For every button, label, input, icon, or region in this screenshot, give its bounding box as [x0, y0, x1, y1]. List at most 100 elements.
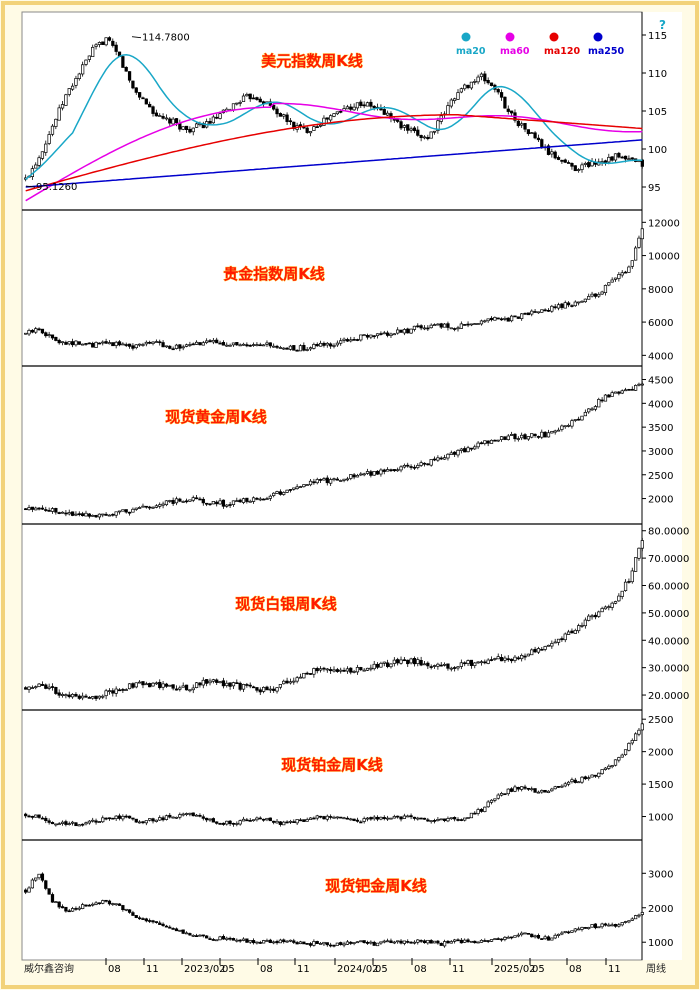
candle-body [392, 941, 396, 944]
candle-body [131, 345, 135, 349]
candle-body [245, 819, 249, 822]
candle-body [556, 157, 561, 160]
candle-body [550, 643, 554, 647]
candle-body [432, 458, 437, 461]
candle-body [493, 439, 497, 442]
candle-body [382, 661, 386, 664]
price-tick-label: 4000 [648, 351, 673, 362]
candle-body [345, 106, 350, 110]
candle-body [506, 788, 510, 795]
candle-body [442, 663, 447, 666]
candle-body [329, 115, 333, 121]
candle-body [439, 942, 443, 946]
ma-line-ma60 [25, 102, 643, 202]
candle-body [379, 941, 383, 944]
candle-body [329, 816, 333, 818]
candle-body [308, 480, 313, 486]
candle-body [198, 682, 202, 686]
candle-body [335, 478, 339, 481]
candle-body [416, 325, 420, 328]
candle-body [194, 497, 199, 500]
panel-6: 1000 2000 3000 现货钯金周K线 [22, 839, 673, 949]
candle-body [566, 425, 571, 427]
candle-body [144, 505, 148, 508]
candle-body [546, 936, 551, 941]
candle-body [305, 349, 309, 351]
candle-body [566, 631, 571, 635]
candle-body [171, 500, 175, 504]
candle-body [469, 81, 474, 89]
candle-body [57, 107, 61, 121]
candle-body [355, 475, 360, 478]
candle-body [218, 823, 222, 825]
candle-body [546, 309, 551, 312]
candle-body [235, 500, 239, 502]
candle-body [429, 666, 433, 668]
candle-body [617, 274, 621, 279]
candle-body [563, 425, 567, 428]
candle-body [633, 915, 638, 920]
time-tick-label: 2024/02 [337, 964, 379, 975]
candle-body [520, 786, 524, 790]
candle-body [268, 495, 272, 499]
candle-body [101, 341, 105, 344]
help-icon[interactable]: ? [659, 18, 666, 32]
candle-body [265, 342, 269, 345]
candle-body [161, 817, 165, 821]
candle-body [583, 776, 587, 780]
candle-body [453, 98, 457, 101]
candle-body [181, 126, 185, 130]
candle-body [292, 680, 296, 683]
plot-area [21, 11, 643, 961]
candle-body [560, 425, 564, 430]
candle-body [241, 498, 246, 503]
panel-title: 美元指数周K线 [261, 52, 363, 70]
candle-body [241, 684, 246, 690]
candle-body [570, 420, 574, 427]
candle-body [406, 464, 410, 467]
candle-body [121, 689, 125, 691]
candle-body [546, 432, 551, 438]
candle-body [583, 619, 587, 627]
candle-body [402, 815, 407, 819]
candle-body [188, 812, 192, 815]
candle-body [530, 649, 534, 656]
candle-body [64, 821, 68, 825]
candle-body [315, 668, 319, 672]
candle-body [603, 160, 608, 163]
candle-body [329, 343, 333, 347]
candle-body [184, 684, 189, 691]
candle-body [94, 44, 98, 47]
candle-body [154, 112, 159, 117]
candle-body [429, 131, 433, 139]
candle-body [587, 927, 591, 930]
time-tick-label: 05 [222, 964, 235, 975]
candle-body [288, 345, 293, 350]
candle-body [486, 940, 490, 942]
candle-body [385, 662, 390, 667]
candle-body [134, 507, 138, 510]
candle-body [607, 765, 611, 769]
candle-body [315, 941, 319, 945]
candle-body [94, 515, 98, 518]
candle-body [221, 822, 226, 825]
candle-body [536, 137, 541, 141]
candle-body [302, 344, 306, 351]
candle-body [339, 110, 343, 113]
candle-body [540, 309, 544, 313]
candle-body [241, 938, 246, 941]
candle-body [352, 106, 356, 111]
candle-body [50, 508, 55, 512]
candle-body [446, 663, 450, 669]
candle-body [613, 759, 618, 766]
candle-body [161, 503, 165, 506]
candle-body [134, 818, 138, 823]
candle-body [419, 462, 423, 466]
candle-body [603, 923, 608, 926]
candle-body [151, 682, 155, 687]
candle-body [526, 932, 531, 935]
candle-body [463, 817, 467, 821]
candle-body [526, 436, 531, 440]
candle-body [81, 64, 85, 75]
